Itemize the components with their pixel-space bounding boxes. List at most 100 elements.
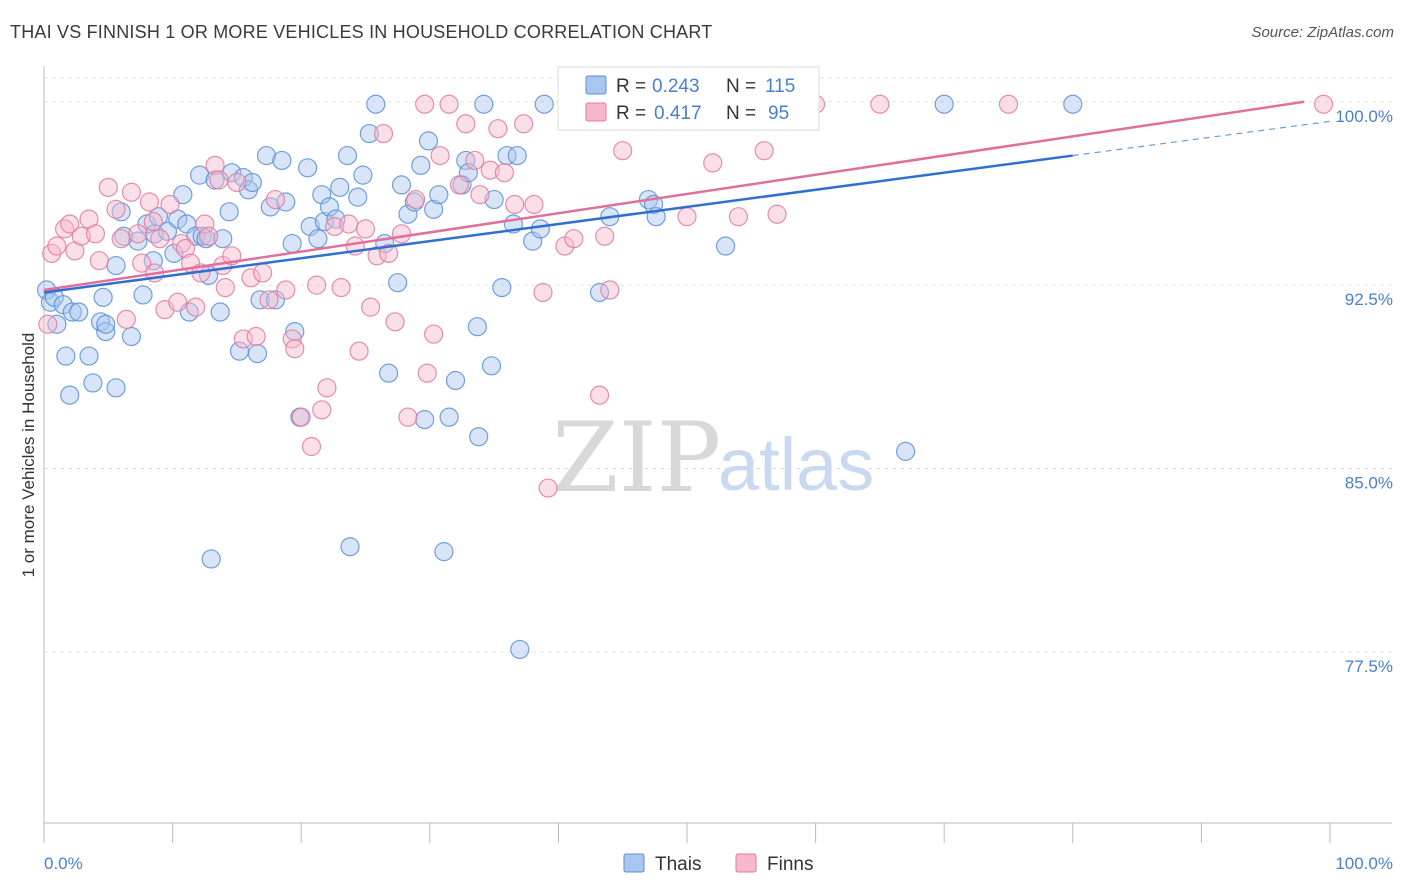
thais-point <box>219 202 239 222</box>
finns-point <box>870 94 890 114</box>
finns-point <box>38 314 58 334</box>
bottom-legend-label-thais: Thais <box>655 854 701 875</box>
finns-point <box>121 182 142 202</box>
thais-point <box>415 410 435 430</box>
x-tick-label: 100.0% <box>1335 854 1393 873</box>
y-tick-label: 77.5% <box>1345 657 1393 676</box>
thais-point <box>173 185 193 205</box>
x-tick-labels: 0.0% 100.0% <box>44 854 1393 873</box>
finns-point <box>312 400 332 420</box>
finns-point <box>195 214 215 234</box>
finns-point <box>600 280 620 300</box>
finns-point <box>514 114 534 134</box>
thais-points <box>36 94 1083 660</box>
finns-point <box>361 297 381 317</box>
thais-point <box>474 94 494 114</box>
bottom-legend: Thais Finns <box>623 853 813 875</box>
thais-point <box>210 302 230 322</box>
finns-point <box>150 229 170 249</box>
finns-point <box>589 385 610 405</box>
thais-point <box>201 549 221 569</box>
finns-point <box>728 207 749 227</box>
thais-point <box>530 219 550 239</box>
legend-n-value-thais: 115 <box>765 76 795 97</box>
thais-point <box>121 326 142 347</box>
thais-point <box>434 542 454 562</box>
y-tick-labels: 77.5% 85.0% 92.5% 100.0% <box>1335 107 1393 676</box>
thais-point <box>265 290 286 310</box>
finns-point <box>754 141 774 161</box>
finns-point <box>494 163 514 183</box>
finns-point <box>391 224 412 244</box>
finns-point <box>465 150 485 171</box>
thais-point <box>56 346 76 366</box>
finns-point <box>524 194 544 215</box>
finns-point <box>186 297 206 317</box>
finns-point <box>291 407 311 427</box>
thais-point <box>467 317 487 337</box>
finns-point <box>143 211 163 232</box>
finns-point <box>488 119 508 139</box>
bottom-legend-swatch-thais <box>623 853 645 873</box>
legend-r-label-finns: R = <box>616 103 646 124</box>
thais-point <box>379 363 399 383</box>
finns-point <box>160 194 180 215</box>
finns-point <box>533 282 553 303</box>
thais-point <box>523 231 543 251</box>
thais-point <box>507 145 527 166</box>
finns-point <box>71 226 91 246</box>
thais-point <box>114 226 134 246</box>
thais-point <box>934 94 954 114</box>
finns-point <box>538 478 558 498</box>
finns-point <box>564 229 584 249</box>
thais-point <box>96 321 116 342</box>
bottom-legend-label-finns: Finns <box>767 854 813 875</box>
chart-title: THAI VS FINNISH 1 OR MORE VEHICLES IN HO… <box>10 22 713 42</box>
finns-point <box>47 236 67 256</box>
finns-point <box>205 155 225 175</box>
finns-point <box>139 192 160 212</box>
thais-point <box>1063 94 1083 114</box>
thais-point <box>106 255 126 276</box>
finns-point <box>767 204 787 224</box>
thais-point <box>62 302 82 322</box>
thais-point <box>196 229 216 249</box>
thais-point <box>418 131 439 151</box>
thais-point <box>445 370 466 391</box>
legend-r-label-thais: R = <box>616 76 646 97</box>
finns-point <box>677 207 697 227</box>
finns-point <box>417 363 437 383</box>
finns-point <box>175 238 196 259</box>
thais-point <box>300 216 320 237</box>
thais-point <box>492 277 512 298</box>
legend-r-value-finns: 0.417 <box>654 103 702 124</box>
x-tick-label: 0.0% <box>44 854 83 873</box>
legend-n-label-finns: N = <box>726 103 756 124</box>
finns-point <box>439 94 459 114</box>
finns-point <box>128 224 148 244</box>
finns-point <box>60 214 80 234</box>
thais-point <box>319 197 340 217</box>
legend-r-value-thais: 0.243 <box>652 76 700 97</box>
finns-point <box>285 339 305 359</box>
thais-point <box>190 165 210 185</box>
finns-point <box>367 246 387 266</box>
thais-point <box>510 639 530 660</box>
thais-point <box>128 231 148 251</box>
finns-point <box>253 263 273 283</box>
thais-point <box>469 427 489 447</box>
finns-point <box>456 114 476 134</box>
thais-point <box>308 229 328 249</box>
trend-lines <box>43 100 1331 294</box>
finns-point <box>449 175 469 195</box>
legend-n-value-finns: 95 <box>768 103 789 124</box>
finns-point <box>331 277 351 298</box>
thais-point <box>896 441 916 461</box>
thais-point <box>256 145 277 166</box>
finns-point <box>89 251 109 271</box>
legend-swatch-finns <box>585 102 607 122</box>
thais-trend-extension <box>1072 120 1331 157</box>
watermark-atlas: atlas <box>718 423 874 506</box>
finns-point <box>505 194 525 215</box>
axes <box>43 66 1392 843</box>
